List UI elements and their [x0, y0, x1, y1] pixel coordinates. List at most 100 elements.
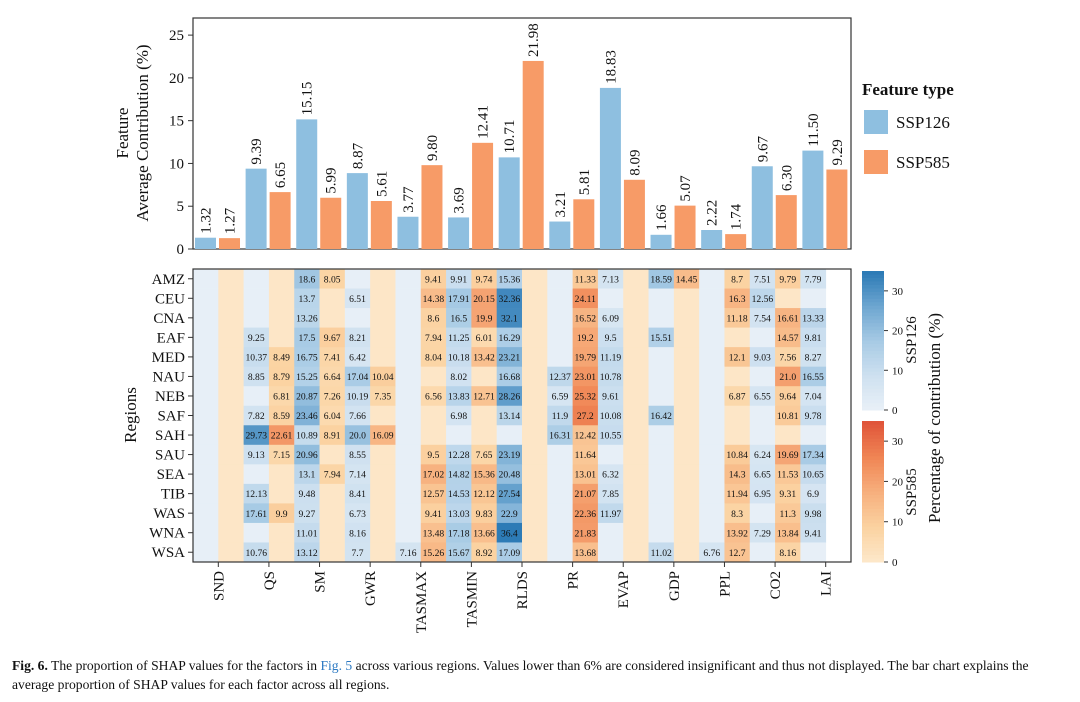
region-label: WSA	[152, 545, 186, 561]
heat-cell-value: 10.18	[448, 353, 470, 364]
bar-value-label: 1.66	[654, 204, 670, 231]
heat-cell	[471, 347, 498, 368]
heat-cell	[775, 288, 801, 309]
colorbar-ssp126-step	[862, 274, 884, 279]
heat-cell	[319, 444, 346, 465]
heat-cell-value: 12.71	[473, 392, 495, 403]
bar-ssp126-lai	[802, 150, 824, 249]
bar-value-label: 5.61	[374, 171, 390, 197]
heat-cell	[268, 327, 295, 348]
heat-cell	[522, 444, 548, 465]
heat-cell	[218, 483, 245, 504]
heat-cell	[193, 444, 219, 465]
heat-cell	[218, 503, 245, 524]
heat-cell	[243, 386, 270, 407]
heat-cell	[446, 425, 472, 446]
heat-cell	[193, 327, 219, 348]
heat-cell-value: 14.3	[729, 470, 746, 481]
bar-ssp126-tasmin	[448, 217, 470, 249]
bar-ssp585-gwr	[370, 201, 392, 249]
bar-ssp126-ppl	[701, 230, 723, 249]
heat-cell-value: 23.46	[296, 411, 318, 422]
heat-cell	[193, 425, 219, 446]
y-tick-label: 0	[177, 242, 185, 258]
bar-ssp126-co2	[751, 166, 773, 249]
colorbar-tick-label: 0	[892, 557, 898, 569]
heat-cell	[749, 444, 776, 465]
heat-cell-value: 8.41	[349, 489, 366, 500]
heat-cell-value: 9.98	[805, 509, 822, 520]
colorbar-ssp585-step	[862, 445, 884, 450]
bar-ssp126-gwr	[346, 173, 368, 249]
heat-cell	[446, 269, 472, 289]
heat-cell-value: 7.41	[324, 353, 341, 364]
colorbar-label-ssp126: SSP126	[904, 316, 920, 364]
heat-cell	[724, 444, 751, 465]
heat-cell	[193, 347, 219, 368]
heat-cell	[294, 542, 320, 563]
heat-cell-value: 10.84	[726, 450, 748, 461]
heat-cell	[395, 542, 422, 563]
caption-figure-link[interactable]: Fig. 5	[320, 658, 353, 673]
heat-cell	[522, 464, 548, 485]
heat-cell	[648, 542, 675, 563]
heat-cell	[547, 503, 574, 524]
colorbar-ssp126-step	[862, 316, 884, 321]
heat-cell	[699, 347, 725, 368]
colorbar-ssp585-step	[862, 473, 884, 478]
heat-cell	[243, 288, 270, 309]
heat-cell	[547, 425, 574, 446]
heat-cell	[496, 269, 523, 289]
heat-cell-value: 23.21	[499, 353, 521, 364]
heat-cell	[522, 503, 548, 524]
heat-cell	[496, 483, 523, 504]
heat-cell	[623, 386, 649, 407]
heat-cell	[370, 522, 396, 543]
heat-cell	[623, 347, 649, 368]
bar-ssp585-gdp	[674, 205, 696, 249]
heat-cell-value: 23.19	[499, 450, 521, 461]
heat-cell-value: 8.79	[273, 372, 290, 383]
colorbar-ssp585-step	[862, 554, 884, 559]
heat-cell	[420, 542, 447, 563]
colorbar-ssp585-step	[862, 512, 884, 517]
heat-cell	[597, 542, 624, 563]
colorbar-ssp126-step	[862, 330, 884, 335]
heat-cell	[547, 347, 574, 368]
heat-cell	[420, 464, 447, 485]
heat-cell	[775, 464, 801, 485]
heat-cell	[420, 483, 447, 504]
heat-cell	[623, 444, 649, 465]
colorbar-ssp126-step	[862, 284, 884, 289]
heat-cell-value: 21.07	[574, 489, 596, 500]
heat-cell	[699, 405, 725, 426]
colorbar-ssp126-step	[862, 375, 884, 380]
heat-cell-value: 6.76	[703, 548, 720, 559]
heat-cell	[294, 308, 320, 328]
bar-value-label: 21.98	[526, 23, 542, 57]
heat-cell	[471, 503, 498, 524]
region-label: NAU	[153, 369, 186, 385]
heat-cell	[572, 483, 599, 504]
colorbar-ssp585-step	[862, 428, 884, 433]
heat-cell-value: 13.14	[499, 411, 521, 422]
heat-cell	[243, 464, 270, 485]
heat-cell-value: 12.13	[245, 489, 267, 500]
heat-cell-value: 9.64	[779, 392, 796, 403]
colorbar-ssp585-step	[862, 540, 884, 545]
heat-cell	[420, 347, 447, 368]
heat-cell	[800, 464, 827, 485]
heat-cell	[749, 386, 776, 407]
colorbar-ssp585-step	[862, 435, 884, 440]
heat-cell-value: 16.42	[650, 411, 672, 422]
heat-cell	[749, 522, 776, 543]
colorbar-ssp126-step	[862, 389, 884, 394]
heat-cell	[597, 347, 624, 368]
heat-cell-value: 18.59	[650, 274, 672, 285]
heat-cell	[294, 366, 320, 387]
bar-ssp585-pr	[573, 199, 595, 249]
heat-cell	[294, 347, 320, 368]
heat-cell-value: 11.3	[780, 509, 797, 520]
heat-cell	[572, 308, 599, 328]
heat-cell	[193, 386, 219, 407]
